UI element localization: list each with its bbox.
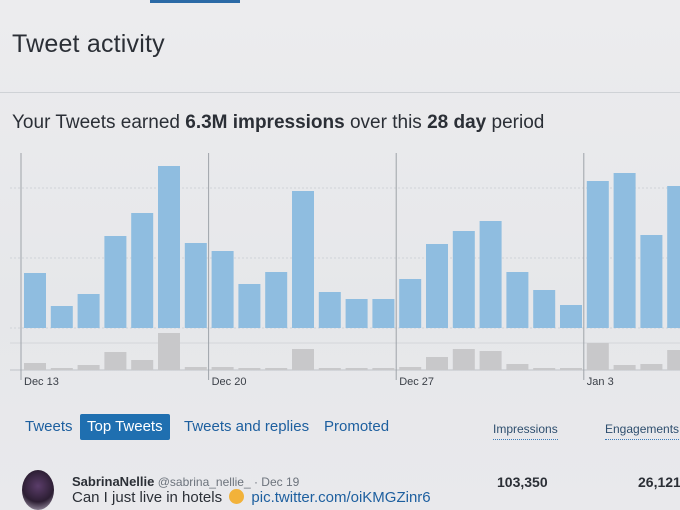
- engagements-bar: [158, 333, 180, 370]
- impressions-summary: Your Tweets earned 6.3M impressions over…: [12, 112, 544, 134]
- summary-impressions: 6.3M impressions: [185, 112, 345, 133]
- engagements-bar: [426, 357, 448, 370]
- tweet-body: Can I just live in hotels: [72, 489, 223, 506]
- summary-middle: over this: [344, 112, 428, 133]
- impressions-bar: [667, 186, 680, 328]
- summary-period: 28 day: [427, 112, 487, 133]
- tab-tweets-and-replies[interactable]: Tweets and replies: [184, 418, 310, 435]
- x-tick-label: Jan 3: [587, 376, 614, 388]
- tweet-meta: SabrinaNellie @sabrina_nellie_ · Dec 19: [72, 474, 299, 489]
- engagements-bar: [640, 364, 663, 370]
- engagements-bar: [238, 368, 261, 370]
- engagements-bar: [50, 368, 73, 370]
- divider: [0, 92, 680, 93]
- tweet-handle[interactable]: @sabrina_nellie_: [157, 475, 251, 489]
- engagements-bar: [586, 343, 609, 370]
- tweet-tabs: Tweets Top Tweets Tweets and replies Pro…: [18, 414, 680, 444]
- impressions-bar: [452, 231, 475, 328]
- engagements-bar: [399, 367, 422, 370]
- engagements-bar: [104, 352, 127, 370]
- engagements-bar: [345, 368, 368, 370]
- summary-prefix: Your Tweets earned: [12, 112, 186, 133]
- impressions-bar: [131, 213, 154, 328]
- impressions-bar: [479, 221, 502, 328]
- tweet-author-name[interactable]: SabrinaNellie: [72, 474, 155, 489]
- tweet-engagements: 26,121: [638, 474, 680, 490]
- tweet-link[interactable]: pic.twitter.com/oiKMGZinr6: [251, 489, 431, 506]
- engagements-bar: [184, 367, 207, 370]
- top-strip: [0, 0, 680, 8]
- impressions-bar: [586, 181, 609, 328]
- engagements-bar: [613, 365, 636, 370]
- impressions-bar: [533, 290, 556, 328]
- tweet-text: Can I just live in hotels pic.twitter.co…: [72, 489, 431, 506]
- engagements-bar: [372, 368, 395, 370]
- impressions-bar: [238, 284, 261, 328]
- engagements-bar: [318, 368, 341, 370]
- impressions-bar: [50, 306, 73, 328]
- impressions-bar: [77, 294, 100, 328]
- active-nav-indicator: [150, 0, 240, 3]
- summary-suffix: period: [486, 112, 545, 133]
- x-tick-label: Dec 27: [399, 376, 434, 388]
- impressions-bar: [104, 236, 127, 328]
- tweet-impressions: 103,350: [497, 474, 548, 490]
- relieved-face-icon: [229, 489, 245, 504]
- tab-tweets[interactable]: Tweets: [25, 418, 73, 435]
- engagements-bar: [211, 367, 234, 370]
- tab-top-tweets[interactable]: Top Tweets: [80, 414, 170, 440]
- engagements-bar: [533, 368, 556, 370]
- engagements-bar: [452, 349, 475, 370]
- impressions-bar: [345, 299, 368, 328]
- tweet-row[interactable]: SabrinaNellie @sabrina_nellie_ · Dec 19 …: [0, 462, 680, 510]
- impressions-bar: [318, 292, 341, 328]
- engagements-bar: [506, 364, 529, 370]
- page-title: Tweet activity: [12, 30, 165, 58]
- engagements-bar: [479, 351, 502, 370]
- engagements-bar: [265, 368, 288, 370]
- impressions-chart[interactable]: Dec 13 Dec 20 Dec 27 Jan 3: [10, 148, 680, 388]
- avatar[interactable]: [22, 470, 54, 510]
- impressions-bar: [426, 244, 448, 328]
- x-tick-label: Dec 20: [212, 376, 247, 388]
- engagements-bar: [24, 363, 46, 370]
- impressions-bar: [506, 272, 529, 328]
- engagements-bar: [292, 349, 314, 370]
- engagements-bar: [77, 365, 100, 370]
- impressions-bar: [560, 305, 582, 328]
- engagements-bar: [560, 368, 582, 370]
- impressions-bar: [184, 243, 207, 328]
- chart-svg[interactable]: Dec 13 Dec 20 Dec 27 Jan 3: [10, 148, 680, 388]
- tab-promoted[interactable]: Promoted: [324, 418, 390, 435]
- engagements-bar: [667, 350, 680, 370]
- impressions-bar: [265, 272, 288, 328]
- impressions-bar: [24, 273, 46, 328]
- tweet-date: · Dec 19: [253, 475, 300, 489]
- impressions-bar: [613, 173, 636, 328]
- impressions-column-header[interactable]: Impressions: [493, 422, 558, 440]
- impressions-bar: [399, 279, 422, 328]
- x-tick-label: Dec 13: [24, 376, 59, 388]
- engagements-bar: [131, 360, 154, 370]
- impressions-bar: [211, 251, 234, 328]
- impressions-bar: [640, 235, 663, 328]
- engagements-column-header[interactable]: Engagements: [605, 422, 680, 440]
- impressions-bar: [372, 299, 395, 328]
- impressions-bar: [158, 166, 180, 328]
- impressions-bar: [292, 191, 314, 328]
